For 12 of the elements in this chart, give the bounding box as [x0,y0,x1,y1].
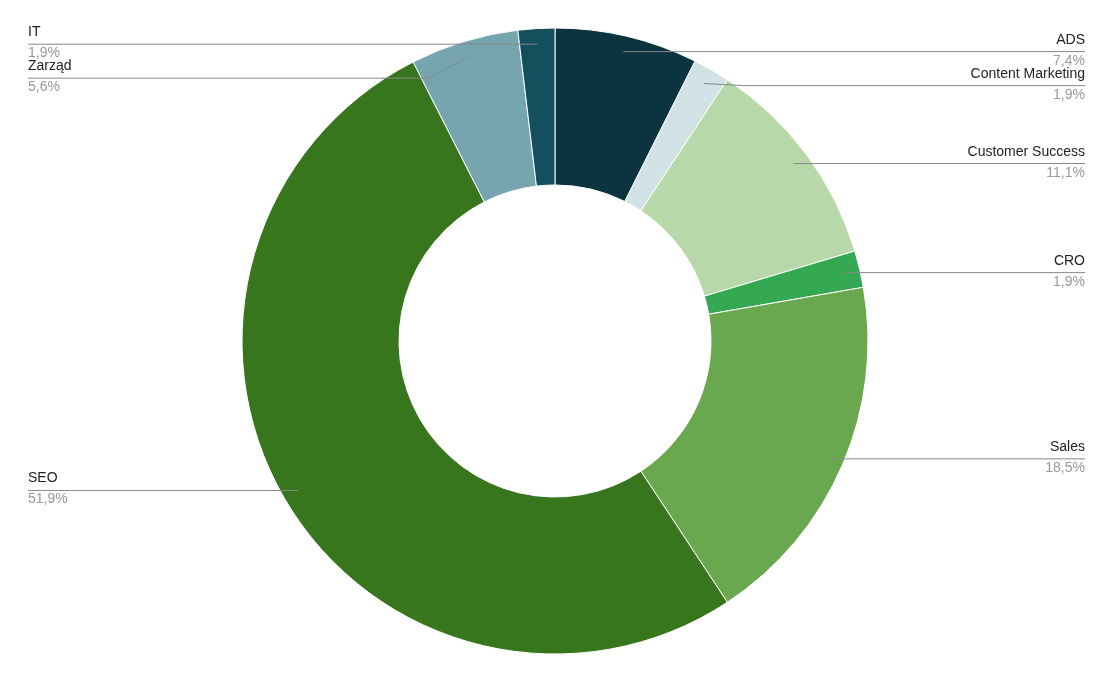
slice-label: ADS [1056,30,1085,47]
slice-label: SEO [28,469,58,486]
slice-label: IT [28,23,41,40]
data-label: 51,9% [28,490,68,507]
slice-label: Customer Success [967,142,1085,159]
slice-label: Sales [1049,437,1085,454]
data-label: 1,9% [1053,272,1085,289]
data-label: 5,6% [28,78,60,95]
data-label: 11,1% [1046,163,1085,180]
data-label: 18,5% [1045,458,1085,475]
data-label: 1,9% [1053,85,1085,102]
slice-label: CRO [1053,251,1086,268]
